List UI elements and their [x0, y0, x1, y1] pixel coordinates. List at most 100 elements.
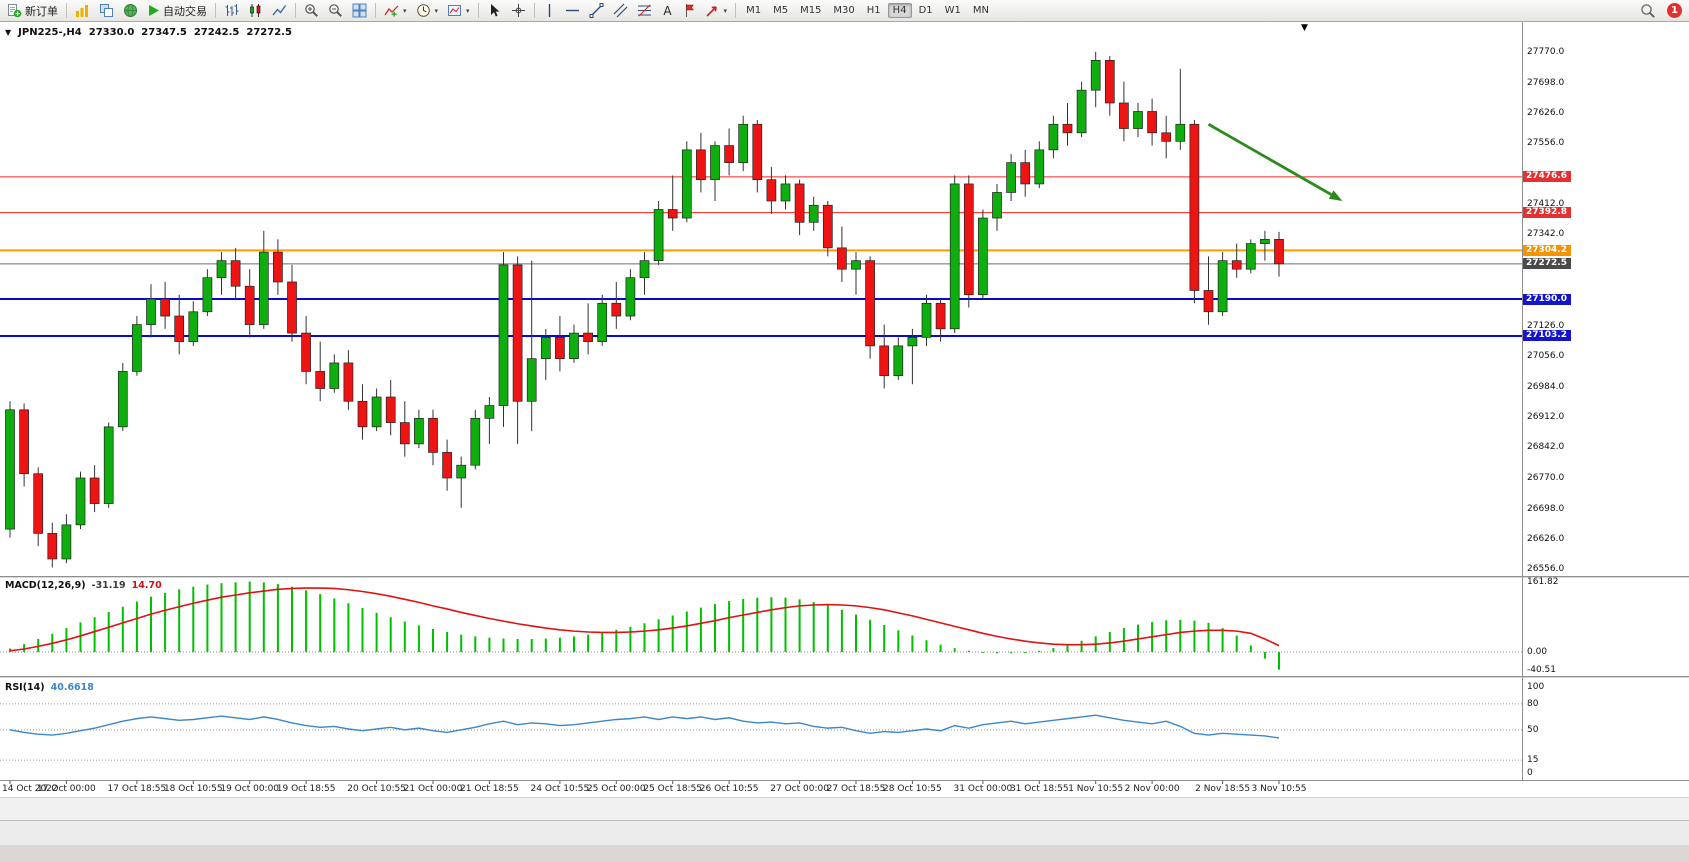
search-button[interactable] — [1636, 1, 1660, 21]
timeframe-button-MN[interactable]: MN — [972, 5, 989, 16]
price-level-badge: 27304.2 — [1523, 244, 1571, 256]
dropdown-icon: ▾ — [466, 6, 470, 15]
low-value: 27242.5 — [193, 27, 240, 38]
timeframe-button-D1[interactable]: D1 — [918, 5, 933, 16]
toolbar-separator — [735, 3, 737, 18]
time-axis-label: 25 Oct 00:00 — [586, 784, 646, 794]
panel-separator[interactable] — [0, 676, 1689, 678]
time-axis-label: 31 Oct 18:55 — [1009, 784, 1069, 794]
timeframe-button-M30[interactable]: M30 — [833, 5, 855, 16]
timeframe-button-H1[interactable]: H1 — [866, 5, 881, 16]
notification-badge[interactable]: 1 — [1667, 3, 1682, 18]
cursor-button[interactable] — [483, 1, 506, 21]
time-axis-label: 19 Oct 18:55 — [276, 784, 336, 794]
level-lines-layer — [0, 176, 1522, 337]
macd-axis-label: 161.82 — [1527, 576, 1559, 587]
channel-icon — [613, 3, 628, 18]
time-axis-label: 31 Oct 00:00 — [953, 784, 1013, 794]
tile-windows-button[interactable] — [348, 1, 371, 21]
price-axis-label: 27056.0 — [1527, 351, 1565, 362]
price-axis-label: 27126.0 — [1527, 321, 1565, 332]
toolbar-separator — [477, 3, 479, 18]
ohlc-bars-icon — [224, 3, 239, 18]
price-level-badge: 27392.8 — [1523, 207, 1571, 219]
price-axis-label: 26626.0 — [1527, 534, 1565, 545]
time-axis-label: 24 Oct 10:55 — [530, 784, 590, 794]
text-label-button[interactable] — [679, 1, 700, 21]
vertical-line-button[interactable] — [539, 1, 560, 21]
bar-chart-type-button[interactable] — [220, 1, 243, 21]
macd-signal-value: 14.70 — [131, 580, 162, 591]
timeframe-button-M5[interactable]: M5 — [773, 5, 789, 16]
price-axis-label: 26556.0 — [1527, 564, 1565, 575]
panel-separator[interactable] — [0, 576, 1689, 578]
zoom-in-icon — [304, 3, 319, 18]
toolbar-separator — [533, 3, 535, 18]
new-order-icon — [7, 3, 22, 18]
text-button[interactable]: A — [657, 1, 678, 21]
price-axis-label: 27556.0 — [1527, 138, 1565, 149]
timeframe-button-M15[interactable]: M15 — [800, 5, 822, 16]
label-flag-icon — [683, 3, 696, 18]
market-watch-button[interactable] — [119, 1, 142, 21]
window-bottom-edge — [0, 845, 1689, 862]
macd-axis-label: 0.00 — [1527, 647, 1548, 658]
templates-button[interactable]: ▾ — [443, 1, 474, 21]
price-axis-label: 26842.0 — [1527, 442, 1565, 453]
title-dropdown-icon[interactable]: ▼ — [5, 28, 12, 37]
price-axis-label: 27698.0 — [1527, 77, 1565, 88]
zoom-out-button[interactable] — [324, 1, 347, 21]
line-chart-type-button[interactable] — [268, 1, 291, 21]
dropdown-icon: ▾ — [723, 6, 728, 15]
channel-button[interactable] — [609, 1, 632, 21]
candles-layer — [5, 51, 1284, 568]
cursor-icon — [487, 3, 502, 18]
auto-trading-button[interactable]: 自动交易 — [143, 1, 211, 21]
time-axis-label: 25 Oct 18:55 — [643, 784, 703, 794]
toolbar-separator — [66, 3, 67, 18]
rsi-value: 40.6618 — [50, 682, 94, 693]
macd-layer — [0, 581, 1522, 670]
periods-button[interactable]: ▾ — [412, 1, 443, 21]
chart-shift-marker-icon[interactable]: ▼ — [1301, 23, 1308, 33]
macd-axis-label: -40.51 — [1527, 664, 1557, 675]
timeframe-button-H4[interactable]: H4 — [887, 3, 912, 18]
time-axis-label: 20 Oct 10:55 — [347, 784, 406, 794]
rsi-axis-label: 15 — [1527, 755, 1539, 766]
play-icon — [147, 4, 160, 17]
price-level-badge: 27476.6 — [1523, 171, 1571, 183]
indicators-icon — [384, 3, 399, 18]
crosshair-button[interactable] — [507, 1, 530, 21]
arrows-button[interactable]: ▾ — [701, 1, 732, 21]
trendline-icon — [589, 3, 604, 18]
horizontal-line-button[interactable] — [561, 1, 584, 21]
auto-trading-label: 自动交易 — [163, 4, 207, 18]
timeframe-group: M1 M5 M15 M30 H1 H4 D1 W1 MN — [740, 3, 995, 18]
rsi-axis-label: 0 — [1527, 768, 1533, 779]
new-order-button[interactable]: 新订单 — [3, 1, 62, 21]
timeframe-button-W1[interactable]: W1 — [944, 5, 961, 16]
candlestick-chart-type-button[interactable] — [244, 1, 267, 21]
trendline-button[interactable] — [585, 1, 608, 21]
price-axis-label: 26984.0 — [1527, 381, 1565, 392]
macd-label: MACD(12,26,9) -31.19 14.70 — [5, 580, 162, 591]
indicators-button[interactable]: ▾ — [380, 1, 411, 21]
text-icon: A — [661, 3, 674, 18]
price-axis-label: 26912.0 — [1527, 412, 1565, 423]
new-order-label: 新订单 — [25, 4, 58, 18]
timeframe-button-M1[interactable]: M1 — [746, 5, 762, 16]
macd-name: MACD(12,26,9) — [5, 580, 86, 591]
charts-panel-button[interactable] — [71, 1, 94, 21]
price-chart-canvas[interactable] — [0, 22, 1523, 820]
zoom-in-button[interactable] — [300, 1, 323, 21]
chart-area[interactable]: ▼ JPN225-,H4 27330.0 27347.5 27242.5 272… — [0, 22, 1689, 820]
time-axis-label: 1 Nov 10:55 — [1068, 784, 1124, 794]
crosshair-icon — [511, 3, 526, 18]
price-axis-label: 27412.0 — [1527, 199, 1565, 210]
rsi-layer — [0, 703, 1522, 761]
profiles-button[interactable] — [95, 1, 118, 21]
fibonacci-button[interactable] — [633, 1, 656, 21]
time-axis-label: 17 Oct 18:55 — [107, 784, 167, 794]
time-axis-label: 14 Oct 2022 — [2, 784, 58, 794]
symbol-period-label: JPN225-,H4 — [18, 27, 82, 38]
